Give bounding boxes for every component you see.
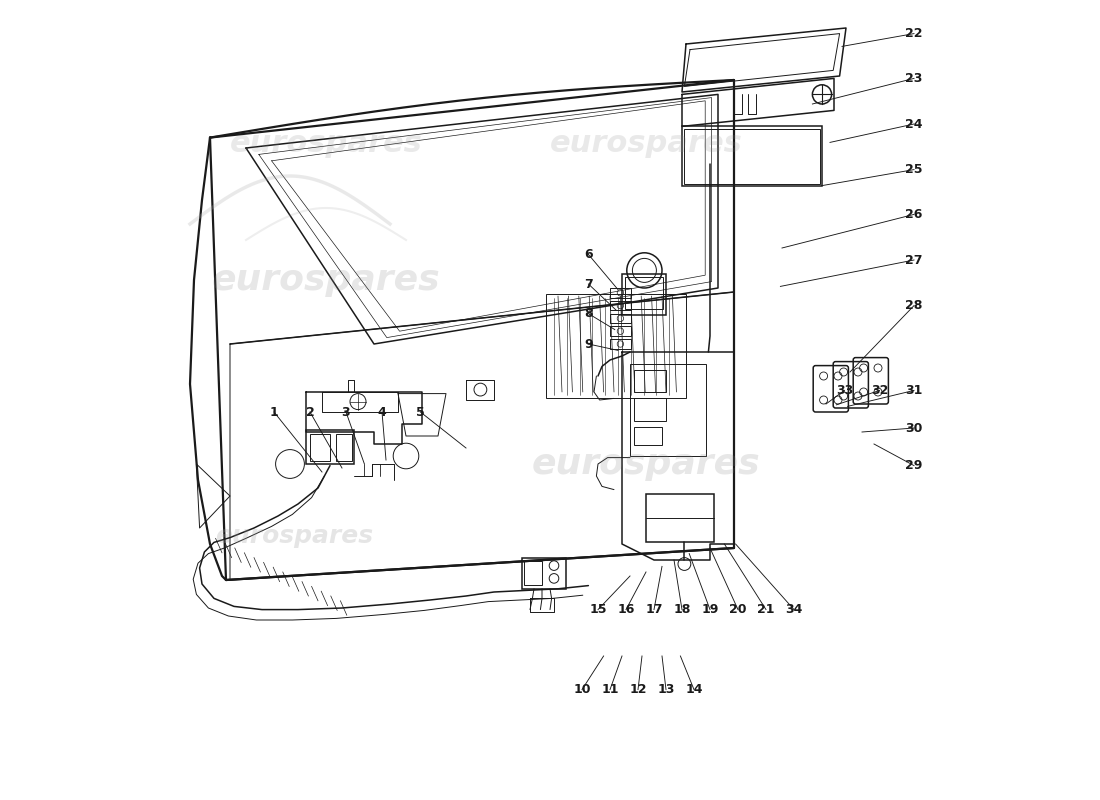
Bar <box>336 434 352 461</box>
Text: eurospares: eurospares <box>550 130 742 158</box>
Bar <box>610 326 630 336</box>
Bar <box>630 364 706 456</box>
Bar <box>634 427 662 445</box>
Text: 21: 21 <box>757 603 774 616</box>
Text: 13: 13 <box>658 683 674 696</box>
Bar <box>306 430 354 464</box>
Text: 32: 32 <box>871 384 889 397</box>
Text: 28: 28 <box>905 299 923 312</box>
Text: eurospares: eurospares <box>230 130 422 158</box>
Text: 2: 2 <box>306 406 315 418</box>
Text: 20: 20 <box>729 603 747 616</box>
Bar <box>610 314 630 323</box>
Text: 6: 6 <box>584 248 593 261</box>
Text: eurospares: eurospares <box>531 447 760 481</box>
Text: 26: 26 <box>905 208 923 221</box>
Text: 17: 17 <box>646 603 662 616</box>
Text: 23: 23 <box>905 72 923 85</box>
Text: 19: 19 <box>702 603 718 616</box>
Text: 3: 3 <box>342 406 350 418</box>
Bar <box>682 126 822 186</box>
Text: 8: 8 <box>584 307 593 320</box>
Text: eurospares: eurospares <box>211 263 440 297</box>
Bar <box>646 494 714 542</box>
Text: 29: 29 <box>905 459 923 472</box>
Text: 34: 34 <box>785 603 803 616</box>
Text: 5: 5 <box>416 406 425 418</box>
Text: 31: 31 <box>905 384 923 397</box>
Bar <box>625 277 663 309</box>
Bar <box>610 301 630 310</box>
Text: 12: 12 <box>629 683 647 696</box>
Text: 14: 14 <box>685 683 703 696</box>
Text: 1: 1 <box>270 406 278 418</box>
Text: 33: 33 <box>836 384 852 397</box>
Text: 30: 30 <box>905 422 923 434</box>
Text: 24: 24 <box>905 118 923 130</box>
Bar <box>546 294 686 398</box>
Text: 27: 27 <box>905 254 923 266</box>
Text: 25: 25 <box>905 163 923 176</box>
Bar <box>310 434 330 461</box>
Bar <box>610 288 630 298</box>
Text: 7: 7 <box>584 278 593 290</box>
Text: 10: 10 <box>573 683 591 696</box>
Text: 22: 22 <box>905 27 923 40</box>
Bar <box>634 370 665 392</box>
Text: 16: 16 <box>617 603 635 616</box>
Text: 9: 9 <box>584 338 593 350</box>
Bar <box>634 398 665 421</box>
Text: eurospares: eurospares <box>214 524 373 548</box>
Text: 15: 15 <box>590 603 607 616</box>
Text: 18: 18 <box>673 603 691 616</box>
Bar <box>621 274 665 315</box>
Bar <box>525 561 542 585</box>
Bar <box>684 129 820 184</box>
Bar <box>610 339 630 349</box>
Text: 11: 11 <box>602 683 618 696</box>
Text: 4: 4 <box>377 406 386 418</box>
Bar <box>522 558 566 589</box>
